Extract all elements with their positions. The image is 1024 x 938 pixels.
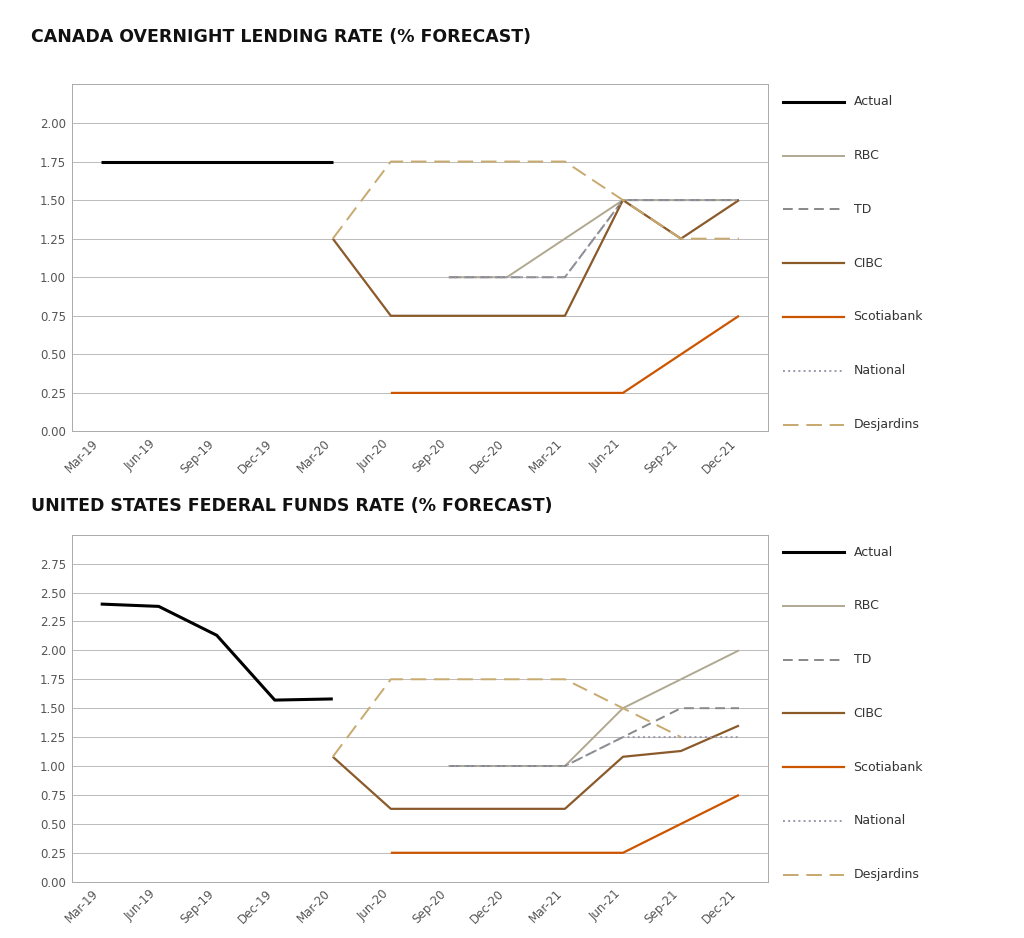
Text: Scotiabank: Scotiabank [854,761,923,774]
Text: National: National [854,364,906,377]
Text: CIBC: CIBC [854,707,883,719]
Text: CANADA OVERNIGHT LENDING RATE (% FORECAST): CANADA OVERNIGHT LENDING RATE (% FORECAS… [31,28,530,46]
Text: National: National [854,814,906,827]
Text: Desjardins: Desjardins [854,418,920,431]
Text: TD: TD [854,653,871,666]
Text: UNITED STATES FEDERAL FUNDS RATE (% FORECAST): UNITED STATES FEDERAL FUNDS RATE (% FORE… [31,497,552,515]
Text: CIBC: CIBC [854,257,883,269]
Text: Scotiabank: Scotiabank [854,310,923,324]
Text: Actual: Actual [854,546,893,558]
Text: Desjardins: Desjardins [854,869,920,882]
Text: RBC: RBC [854,149,880,162]
Text: Actual: Actual [854,96,893,108]
Text: RBC: RBC [854,599,880,613]
Text: TD: TD [854,203,871,216]
